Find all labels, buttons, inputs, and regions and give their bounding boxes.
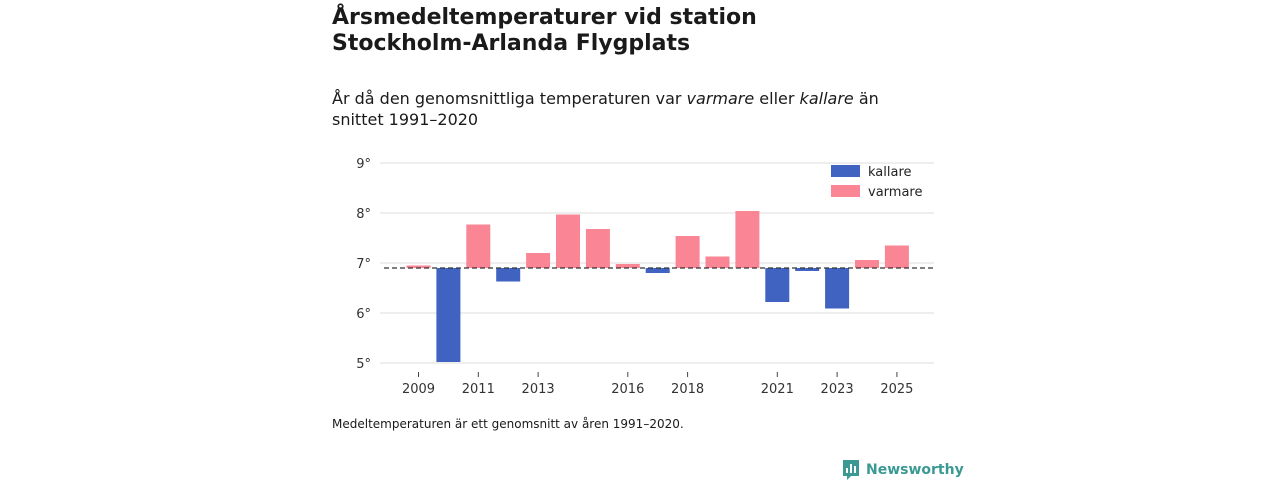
- chart-subtitle: År då den genomsnittliga temperaturen va…: [332, 88, 932, 130]
- x-tick-label: 2009: [402, 382, 435, 397]
- footnote: Medeltemperaturen är ett genomsnitt av å…: [332, 417, 684, 431]
- bar-chart: 9° 8° 7° 6° 5° 2009 2011 2013 2016 2018 2021 2023 20…: [356, 157, 934, 397]
- y-tick-label: 8°: [356, 207, 371, 222]
- subtitle-part-2: eller: [754, 89, 800, 108]
- subtitle-part-1: År då den genomsnittliga temperaturen va…: [332, 89, 687, 108]
- bar-2022: [795, 268, 820, 271]
- y-tick-label: 5°: [356, 357, 371, 372]
- y-tick-label: 6°: [356, 307, 371, 322]
- x-tick-label: 2011: [462, 382, 495, 397]
- legend-label-kallare: kallare: [868, 165, 912, 180]
- subtitle-cold-word: kallare: [799, 89, 854, 108]
- chart-title: Årsmedeltemperaturer vid station Stockho…: [332, 5, 932, 57]
- bar-2013: [526, 253, 551, 268]
- bar-2010: [436, 268, 461, 362]
- legend-swatch-varmare: [831, 185, 860, 197]
- subtitle-part-3: än snittet 1991–2020: [332, 89, 879, 129]
- bar-2011: [466, 224, 491, 268]
- newsworthy-logo[interactable]: Newsworthy: [842, 459, 964, 481]
- bar-2015: [585, 229, 610, 268]
- bar-2016: [615, 264, 640, 268]
- newsworthy-logo-icon: [843, 460, 859, 480]
- bar-2025: [884, 245, 909, 268]
- bar-2012: [496, 268, 521, 282]
- legend-label-varmare: varmare: [868, 185, 922, 200]
- bar-2014: [556, 214, 580, 268]
- x-tick-label: 2016: [611, 382, 644, 397]
- subtitle-warm-word: varmare: [686, 89, 755, 108]
- title-line-2: Stockholm-Arlanda Flygplats: [332, 31, 691, 56]
- bar-2018: [675, 236, 700, 268]
- y-tick-label: 9°: [356, 157, 371, 172]
- title-line-1: Årsmedeltemperaturer vid station: [332, 5, 757, 30]
- x-tick-label: 2013: [522, 382, 555, 397]
- x-tick-label: 2021: [761, 382, 794, 397]
- newsworthy-logo-text: Newsworthy: [866, 462, 964, 478]
- bar-2023: [825, 268, 850, 309]
- bar-2009: [406, 265, 431, 268]
- legend-swatch-kallare: [831, 165, 860, 177]
- bar-2017: [645, 268, 670, 273]
- y-tick-label: 7°: [356, 257, 371, 272]
- x-tick-label: 2023: [821, 382, 854, 397]
- bar-2019: [705, 256, 730, 268]
- x-tick-label: 2018: [671, 382, 704, 397]
- bar-2024: [855, 260, 879, 268]
- bar-2020: [735, 211, 760, 268]
- x-tick-label: 2025: [880, 382, 913, 397]
- bar-2021: [765, 268, 790, 302]
